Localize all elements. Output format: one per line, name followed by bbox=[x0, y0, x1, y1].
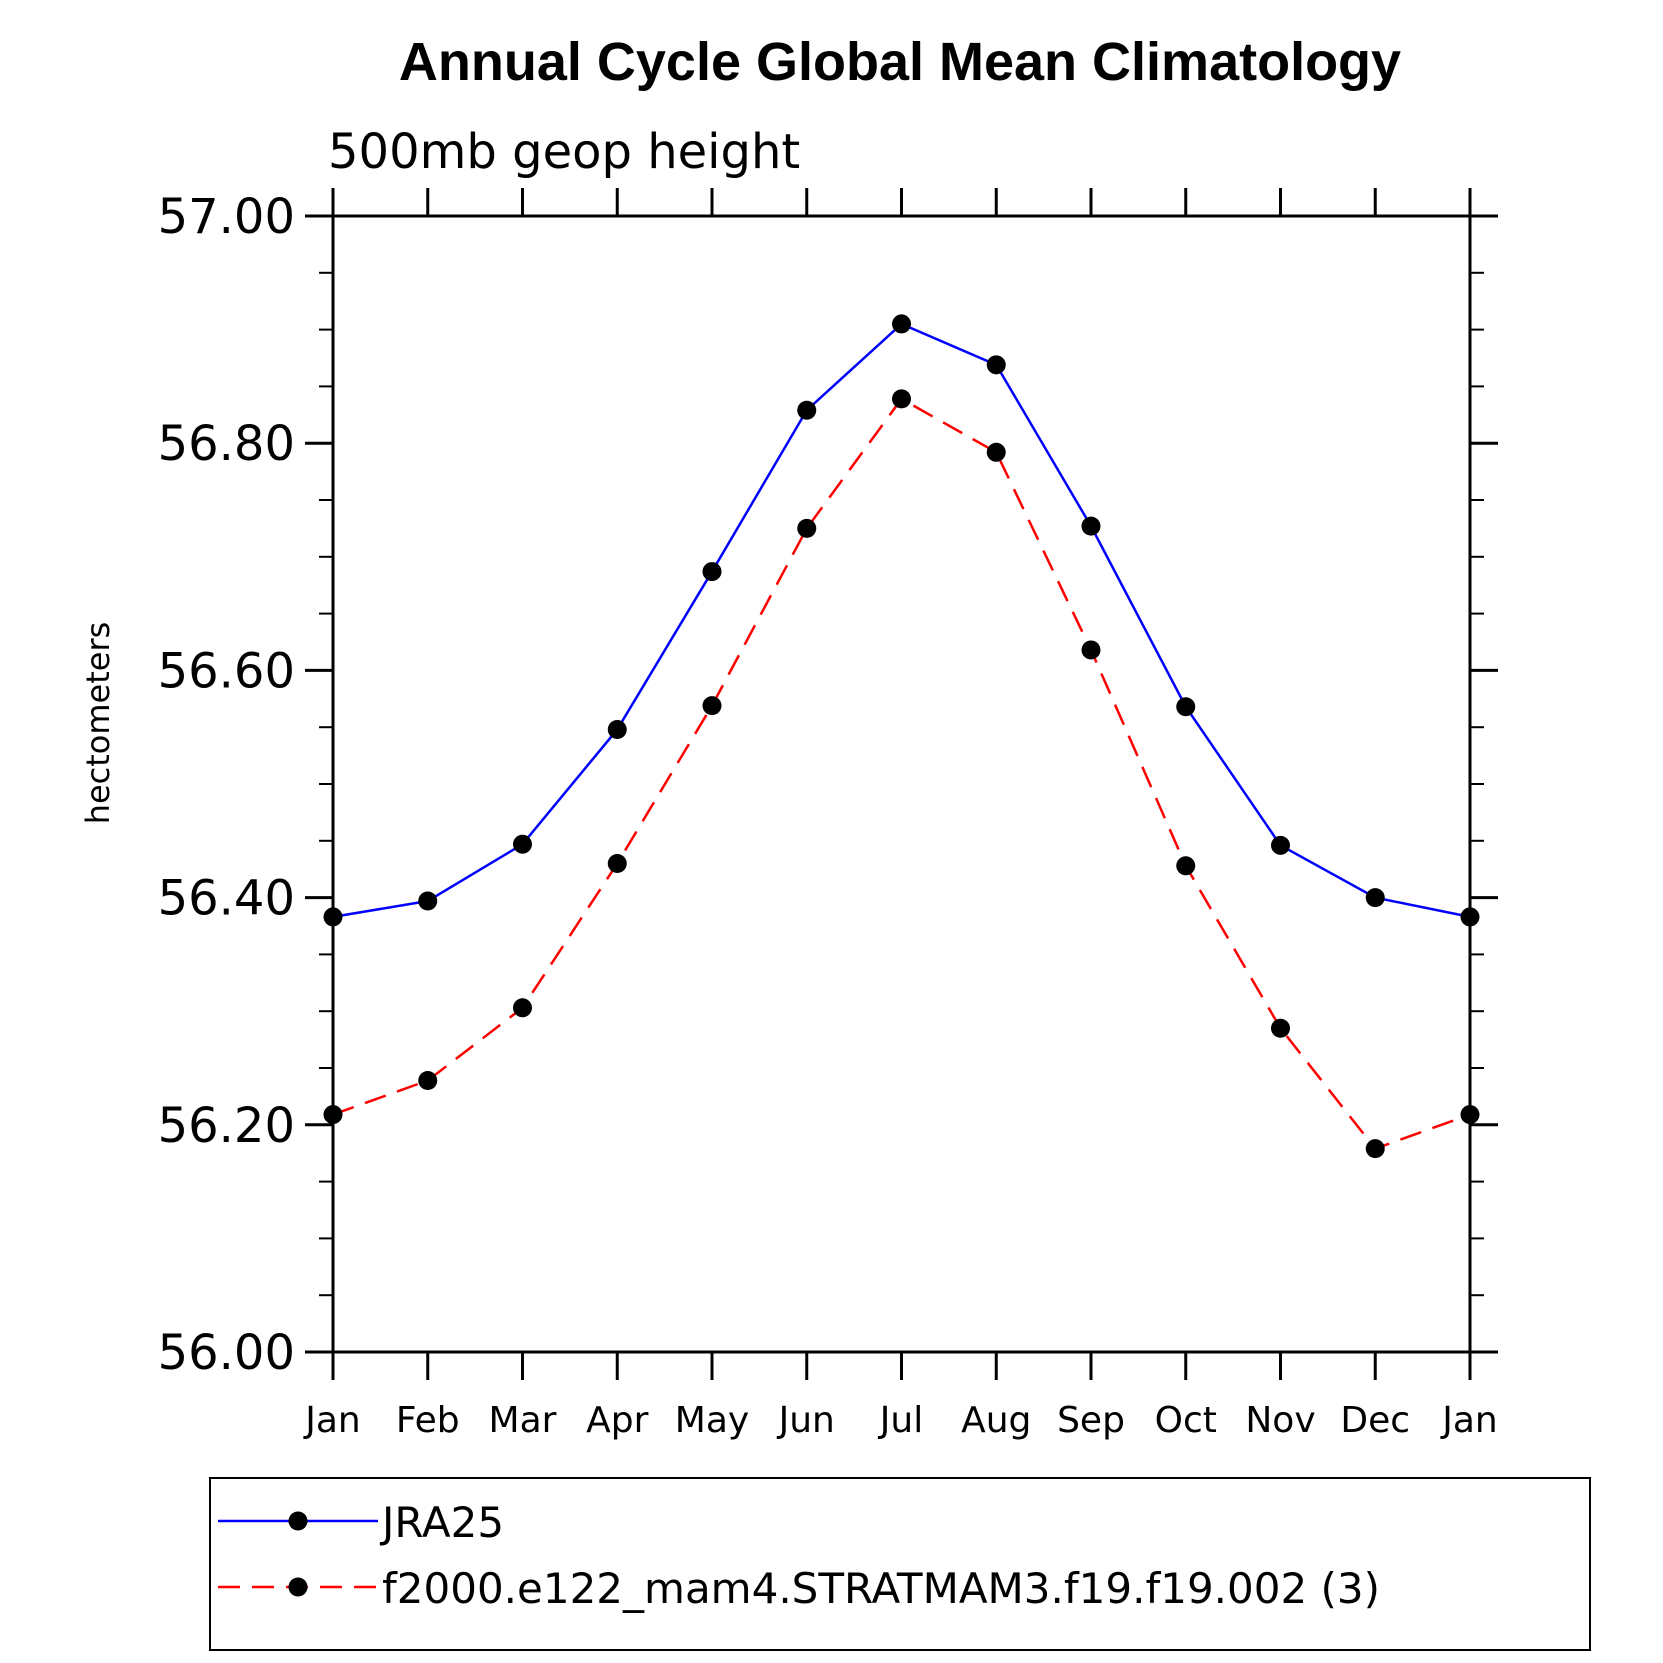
legend-marker-1 bbox=[288, 1511, 308, 1531]
x-tick-label: Feb bbox=[396, 1400, 460, 1441]
series-1-point bbox=[607, 719, 627, 739]
y-tick-label: 57.00 bbox=[158, 189, 295, 245]
x-tick-label: Aug bbox=[961, 1400, 1031, 1441]
legend: JRA25 f2000.e122_mam4.STRATMAM3.f19.f19.0… bbox=[218, 1498, 1380, 1613]
y-tick-label: 56.00 bbox=[158, 1325, 295, 1381]
series-2-point bbox=[513, 998, 532, 1018]
chart-subtitle: 500mb geop height bbox=[328, 124, 800, 180]
series-2-point bbox=[607, 854, 627, 874]
series-2-point bbox=[418, 1070, 438, 1090]
series-1-point bbox=[513, 834, 532, 854]
series-2-point bbox=[1460, 1105, 1480, 1125]
x-tick-label: Jun bbox=[777, 1400, 835, 1441]
x-tick-label: Jan bbox=[1440, 1400, 1498, 1441]
series-2-point bbox=[323, 1105, 343, 1125]
y-tick-label: 56.20 bbox=[158, 1098, 295, 1154]
series-2-point bbox=[702, 696, 722, 716]
series-2-point bbox=[1176, 856, 1196, 876]
series-2-point bbox=[1081, 640, 1101, 660]
axes: 56.00 56.20 56.40 56.60 56.80 57.00 Jan Feb Mar A… bbox=[158, 188, 1498, 1441]
x-tick-label: Jan bbox=[303, 1400, 361, 1441]
y-tick-label: 56.40 bbox=[158, 871, 295, 927]
series-1-point bbox=[892, 314, 911, 334]
series-1-point bbox=[1460, 907, 1480, 927]
x-tick-label: Dec bbox=[1340, 1400, 1410, 1441]
series-1-point bbox=[702, 562, 722, 582]
legend-label-2: f2000.e122_mam4.STRATMAM3.f19.f19.002 (3… bbox=[382, 1564, 1380, 1613]
series-1-point bbox=[1176, 697, 1196, 717]
y-tick-label: 56.60 bbox=[158, 643, 295, 699]
series-1-point bbox=[1081, 516, 1101, 536]
x-tick-label: Mar bbox=[489, 1400, 557, 1441]
series-2-point bbox=[1271, 1018, 1290, 1038]
series-line-2 bbox=[332, 397, 1471, 1151]
legend-marker-2 bbox=[288, 1577, 308, 1597]
series-2-point bbox=[1365, 1139, 1385, 1159]
series-1-point bbox=[1365, 888, 1385, 908]
legend-box bbox=[209, 1477, 1591, 1651]
x-tick-label: Nov bbox=[1245, 1400, 1315, 1441]
y-axis-label: hectometers bbox=[79, 622, 117, 825]
legend-label-1: JRA25 bbox=[379, 1498, 504, 1547]
x-tick-label: Jul bbox=[878, 1400, 923, 1441]
series-2-point bbox=[986, 442, 1006, 462]
series-1-point bbox=[1271, 835, 1290, 855]
series-line-1 bbox=[332, 322, 1471, 919]
series-1-point bbox=[986, 355, 1006, 375]
x-tick-label: May bbox=[675, 1400, 749, 1441]
x-tick-label: Sep bbox=[1057, 1400, 1125, 1441]
series-2-point bbox=[892, 389, 911, 409]
y-tick-label: 56.80 bbox=[158, 416, 295, 472]
plot-frame bbox=[331, 214, 1472, 1354]
plot-series bbox=[323, 314, 1480, 1159]
series-1-point bbox=[323, 907, 343, 927]
x-tick-label: Oct bbox=[1155, 1400, 1217, 1441]
x-tick-label: Apr bbox=[586, 1400, 648, 1441]
series-2-point bbox=[797, 518, 817, 538]
chart-title: Annual Cycle Global Mean Climatology bbox=[399, 32, 1401, 92]
series-1-point bbox=[797, 400, 817, 420]
series-1-point bbox=[418, 891, 438, 911]
